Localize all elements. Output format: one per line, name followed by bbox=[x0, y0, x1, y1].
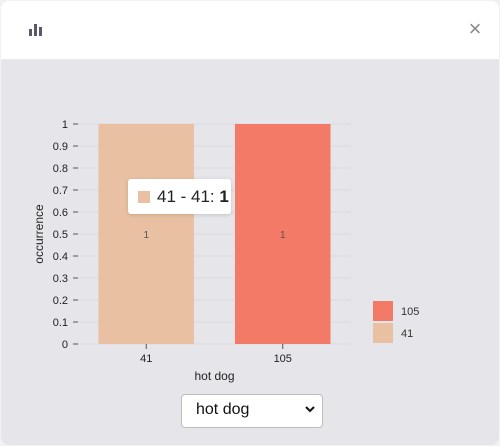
legend-label: 105 bbox=[401, 306, 419, 318]
y-tick-label: 0.7 bbox=[53, 185, 68, 197]
legend-swatch bbox=[373, 301, 393, 321]
variable-select[interactable]: hot dog bbox=[181, 394, 323, 428]
y-tick-label: 0.6 bbox=[53, 207, 68, 219]
bar-data-label: 1 bbox=[143, 230, 149, 241]
tooltip-swatch bbox=[138, 191, 150, 203]
bar-data-label: 1 bbox=[280, 230, 286, 241]
modal-header: × bbox=[1, 1, 499, 60]
y-tick-label: 0.1 bbox=[53, 317, 68, 329]
y-tick-label: 0.2 bbox=[53, 295, 68, 307]
x-axis-title: hot dog bbox=[194, 369, 234, 383]
y-tick-label: 0.4 bbox=[53, 251, 68, 263]
select-value: hot dog bbox=[196, 401, 250, 418]
legend-swatch bbox=[373, 323, 393, 343]
x-tick-label: 41 bbox=[140, 353, 152, 365]
chevron-down-icon bbox=[305, 406, 315, 413]
y-tick-label: 0.5 bbox=[53, 229, 68, 241]
chart-tooltip: 41 - 41: 1 bbox=[128, 179, 231, 214]
tooltip-range: 41 - 41: bbox=[157, 187, 215, 206]
bar bbox=[98, 124, 195, 344]
y-tick-label: 0 bbox=[62, 339, 68, 351]
bar-chart-icon bbox=[29, 24, 42, 36]
y-tick-label: 0.9 bbox=[53, 141, 68, 153]
tooltip-value: 1 bbox=[219, 187, 229, 206]
y-tick-label: 1 bbox=[62, 119, 68, 131]
close-button[interactable]: × bbox=[468, 16, 482, 41]
y-axis-title: occurrence bbox=[32, 204, 46, 264]
bar bbox=[234, 124, 331, 344]
bar-chart: 0 0.1 0.2 0.3 0.4 0.5 0.6 0.7 0.8 0.9 1 1 41 1 105 hot … bbox=[32, 119, 419, 383]
tooltip-text: 41 - 41: 1 bbox=[157, 187, 229, 207]
x-tick-label: 105 bbox=[274, 353, 292, 365]
y-tick-label: 0.3 bbox=[53, 273, 68, 285]
legend-label: 41 bbox=[401, 328, 413, 340]
y-tick-label: 0.8 bbox=[53, 163, 68, 175]
